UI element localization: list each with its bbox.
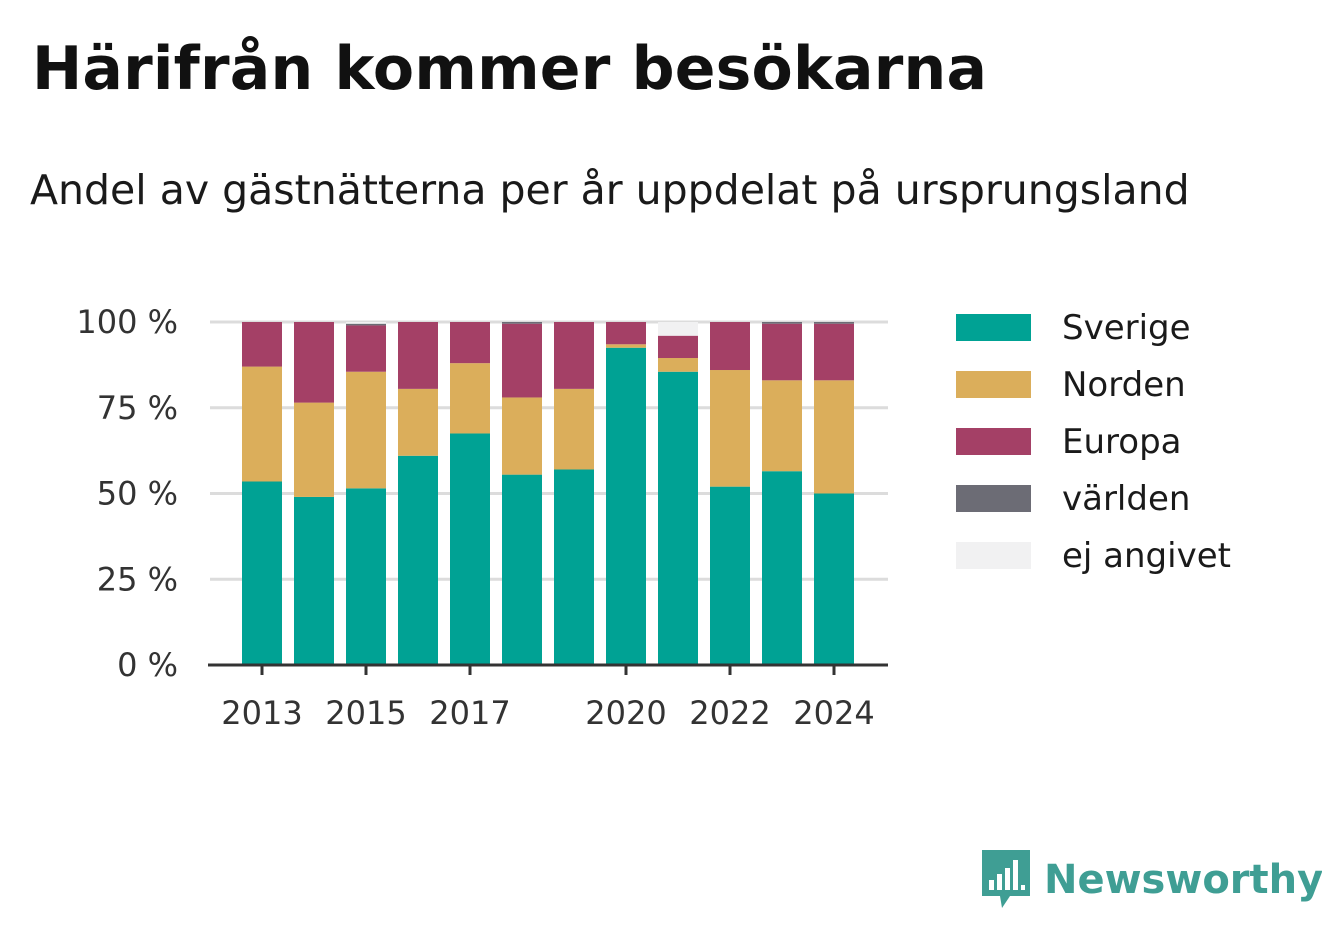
legend-swatch xyxy=(956,428,1031,455)
bar-segment xyxy=(346,325,386,372)
bar-segment xyxy=(658,358,698,372)
y-tick-label: 0 % xyxy=(117,646,178,684)
legend-swatch xyxy=(956,485,1031,512)
bar-segment xyxy=(606,344,646,348)
bar-segment xyxy=(554,322,594,389)
bar-segment xyxy=(762,380,802,472)
legend-swatch xyxy=(956,371,1031,398)
bar-segment xyxy=(450,433,490,665)
bar-segment xyxy=(502,322,542,324)
legend-label: Norden xyxy=(1062,365,1186,405)
bar-segment xyxy=(554,469,594,665)
bar-segment xyxy=(814,322,854,324)
bar-segment xyxy=(346,371,386,489)
bar-segment xyxy=(242,322,282,367)
bar-segment xyxy=(398,388,438,456)
bar-segment xyxy=(398,455,438,665)
x-tick-label: 2013 xyxy=(221,694,302,732)
bar-segment xyxy=(450,363,490,434)
legend-label: Sverige xyxy=(1062,308,1191,348)
bar-segment xyxy=(762,322,802,324)
y-tick-label: 75 % xyxy=(97,389,178,427)
legend: Sverige Norden Europa världen ej angivet xyxy=(956,308,1231,576)
bar-segment xyxy=(814,380,854,494)
legend-swatch xyxy=(956,314,1031,341)
bar-segment xyxy=(658,335,698,359)
bar-segment xyxy=(346,323,386,326)
bar-segment xyxy=(502,323,542,398)
newsworthy-logo-icon xyxy=(982,850,1030,908)
bar-segment xyxy=(242,366,282,482)
x-tick-label: 2022 xyxy=(689,694,770,732)
bar-segment xyxy=(606,347,646,665)
chart-title: Härifrån kommer besökarna xyxy=(32,34,988,104)
bar-segment xyxy=(346,488,386,665)
bar-segment xyxy=(658,322,698,336)
legend-label: världen xyxy=(1062,479,1190,519)
bar-segment xyxy=(294,402,334,497)
bar-segment xyxy=(710,322,750,371)
x-tick-label: 2024 xyxy=(793,694,874,732)
legend-label: ej angivet xyxy=(1062,536,1231,576)
bar-segment xyxy=(710,370,750,487)
bar-segment xyxy=(346,322,386,324)
bar-segment xyxy=(606,322,646,345)
bar-segment xyxy=(814,323,854,381)
x-tick-label: 2020 xyxy=(585,694,666,732)
bar-segment xyxy=(294,322,334,403)
bar-segment xyxy=(294,496,334,665)
bar-segment xyxy=(398,322,438,389)
y-tick-label: 100 % xyxy=(76,303,178,341)
brand-name: Newsworthy xyxy=(1044,857,1322,903)
bar-segment xyxy=(242,481,282,665)
y-tick-label: 50 % xyxy=(97,475,178,513)
legend-swatch xyxy=(956,542,1031,569)
bar-segment xyxy=(658,371,698,665)
axes: 0 % 25 % 50 % 75 % 100 % 2013 2015 2017 2020 2022… xyxy=(76,303,888,732)
bar-segment xyxy=(450,322,490,364)
bar-segment xyxy=(762,323,802,381)
bars xyxy=(242,322,854,665)
bar-segment xyxy=(554,388,594,470)
brand-logo: Newsworthy xyxy=(982,850,1322,910)
bar-segment xyxy=(502,397,542,475)
x-tick-label: 2015 xyxy=(325,694,406,732)
legend-label: Europa xyxy=(1062,422,1181,462)
bar-segment xyxy=(762,471,802,665)
x-tick-label: 2017 xyxy=(429,694,510,732)
bar-segment xyxy=(502,474,542,665)
y-tick-label: 25 % xyxy=(97,560,178,598)
chart-subtitle: Andel av gästnätterna per år uppdelat på… xyxy=(30,166,1190,214)
bar-segment xyxy=(814,493,854,665)
bar-segment xyxy=(710,486,750,665)
